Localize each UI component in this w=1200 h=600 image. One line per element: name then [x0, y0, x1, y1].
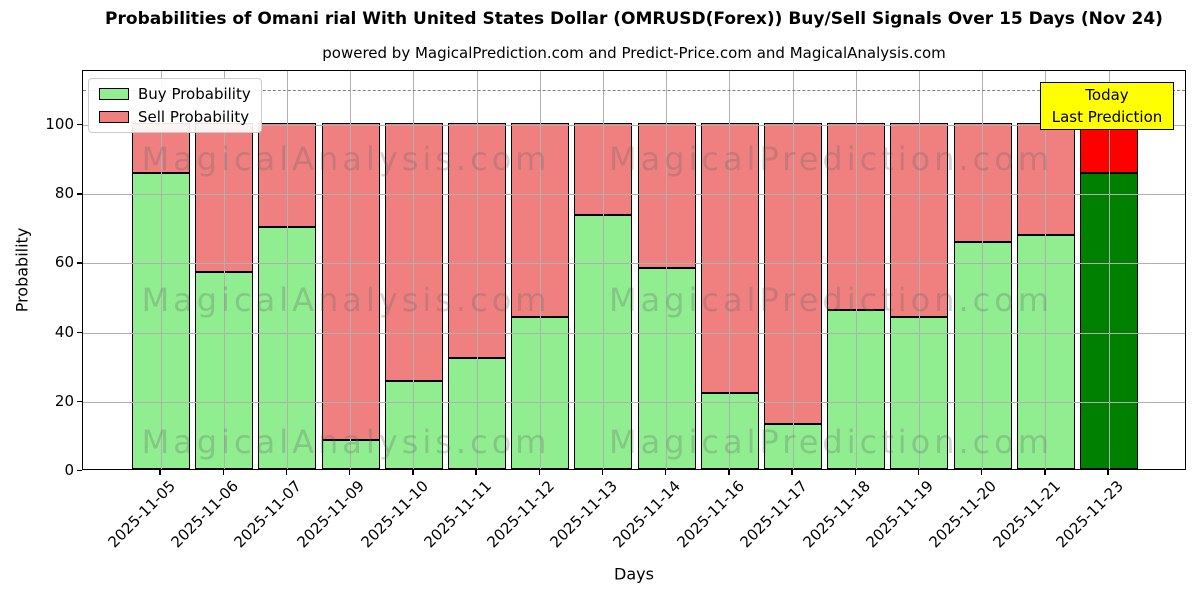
chart-title: Probabilities of Omani rial With United … [105, 9, 1163, 29]
buy-probability-swatch [99, 88, 129, 100]
x-tick-label-text: 2025-11-11 [420, 477, 495, 552]
x-tick-mark [285, 470, 288, 475]
today-annotation-line1: Today [1085, 86, 1129, 104]
y-tick-mark [77, 470, 82, 472]
x-gridline [792, 71, 794, 469]
x-gridline [918, 71, 920, 469]
dashed-guide-line [83, 90, 1185, 92]
y-tick-mark [77, 123, 82, 126]
x-gridline [855, 71, 857, 469]
watermark-left: MagicalAnalysis.com [141, 423, 551, 461]
x-gridline [982, 71, 984, 469]
x-tick-mark [664, 470, 667, 475]
y-gridline [83, 124, 1185, 126]
x-gridline [286, 71, 288, 469]
y-gridline [83, 194, 1185, 196]
x-tick-mark [854, 470, 856, 475]
x-tick-mark [538, 470, 540, 475]
x-gridline [223, 71, 225, 469]
x-tick-label-text: 2025-11-23 [1052, 477, 1127, 552]
y-tick-label: 40 [54, 322, 74, 341]
x-tick-label-text: 2025-11-16 [673, 477, 748, 552]
y-tick-label: 0 [64, 461, 74, 479]
x-gridline [729, 71, 731, 469]
x-axis-label: Days [614, 564, 654, 584]
x-gridline [1045, 71, 1047, 469]
x-tick-mark [601, 470, 604, 475]
x-tick-mark [412, 470, 414, 475]
y-tick-mark [77, 331, 82, 333]
x-tick-label-text: 2025-11-17 [736, 477, 811, 552]
x-tick-label-text: 2025-11-19 [862, 477, 938, 552]
y-gridline [83, 263, 1185, 265]
x-gridline [1108, 71, 1110, 469]
x-tick-label-text: 2025-11-07 [230, 477, 306, 552]
x-tick-label-text: 2025-11-18 [799, 477, 874, 552]
watermark-right: MagicalPrediction.com [609, 281, 1053, 319]
x-tick-mark [917, 470, 920, 475]
legend-item-sell: Sell Probability [99, 108, 251, 126]
x-tick-label-text: 2025-11-12 [483, 477, 558, 552]
y-gridline [83, 401, 1185, 403]
y-tick-label: 100 [45, 114, 74, 133]
x-tick-label-text: 2025-11-21 [989, 477, 1064, 552]
y-tick-mark [77, 262, 82, 264]
x-tick-mark [791, 470, 793, 475]
x-tick-label-text: 2025-11-09 [293, 477, 369, 552]
x-gridline [476, 71, 478, 469]
x-gridline [539, 71, 541, 469]
x-tick-label-text: 2025-11-13 [546, 477, 622, 552]
y-tick-mark [77, 193, 82, 195]
x-tick-label-text: 2025-11-10 [357, 477, 432, 552]
x-gridline [602, 71, 604, 469]
sell-probability-swatch [99, 111, 129, 123]
y-tick-label: 60 [54, 253, 74, 272]
x-gridline [666, 71, 668, 469]
x-tick-mark [1107, 470, 1109, 475]
today-annotation-line2: Last Prediction [1051, 108, 1163, 126]
x-gridline [350, 71, 352, 469]
legend: Buy Probability Sell Probability [88, 78, 262, 133]
y-tick-mark [77, 400, 82, 403]
x-tick-mark [159, 470, 161, 475]
y-tick-label: 80 [54, 184, 74, 203]
y-gridline [83, 332, 1185, 334]
legend-item-buy: Buy Probability [99, 85, 251, 103]
x-tick-mark [348, 470, 351, 475]
watermark-left: MagicalAnalysis.com [141, 140, 551, 178]
legend-label-sell: Sell Probability [138, 108, 250, 126]
watermark-left: MagicalAnalysis.com [141, 281, 551, 319]
x-tick-mark [980, 470, 983, 475]
x-tick-mark [475, 470, 477, 475]
legend-label-buy: Buy Probability [138, 85, 251, 103]
x-tick-mark [728, 470, 730, 475]
watermark-right: MagicalPrediction.com [609, 423, 1053, 461]
x-tick-label-text: 2025-11-05 [104, 477, 179, 552]
x-tick-mark [222, 470, 224, 475]
x-tick-label-text: 2025-11-20 [925, 477, 1001, 552]
y-tick-label: 20 [54, 391, 74, 410]
x-tick-mark [1044, 470, 1046, 475]
x-gridline [160, 71, 162, 469]
x-tick-label-text: 2025-11-14 [609, 477, 685, 552]
today-annotation: Today Last Prediction [1040, 82, 1174, 130]
x-tick-label-text: 2025-11-06 [167, 477, 242, 552]
watermark-right: MagicalPrediction.com [609, 140, 1053, 178]
plot-area: Buy Probability Sell Probability Today L… [82, 70, 1186, 470]
x-gridline [413, 71, 415, 469]
chart-subtitle: powered by MagicalPrediction.com and Pre… [322, 44, 946, 62]
